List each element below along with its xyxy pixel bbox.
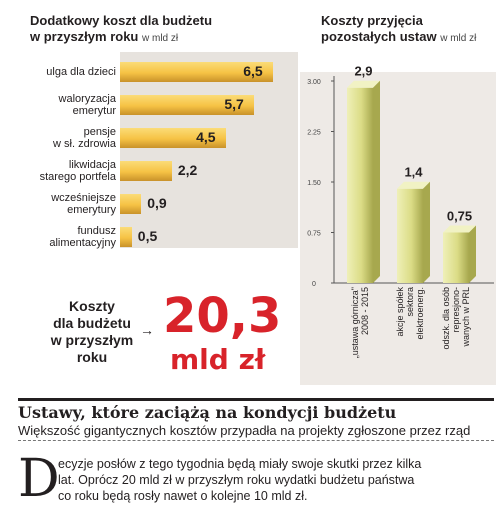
article-dropcap: D	[18, 449, 60, 509]
article-subhead: Większość gigantycznych kosztów przypadł…	[18, 423, 471, 438]
left-bar-value-label: 6,5	[243, 63, 263, 79]
total-label: Koszty dla budżetu w przyszłym roku	[42, 298, 142, 366]
right-bar	[397, 188, 423, 283]
right-category-label-line: sektora	[405, 287, 415, 317]
left-bar	[120, 62, 274, 82]
right-bar-value-label: 1,4	[404, 165, 423, 180]
left-category-label: pensje w sł. zdrowia	[6, 126, 116, 150]
right-category-label-line: 2008 - 2015	[360, 287, 370, 335]
left-bar	[120, 194, 142, 214]
article-body-line: co roku będą rosły nawet o kolejne 10 ml…	[58, 489, 308, 503]
right-category-label-line: elektroenerg.	[415, 287, 425, 340]
y-tick-label: 3.00	[307, 79, 321, 86]
right-bar-value-label: 2,9	[354, 64, 372, 79]
right-category-label-line: wanych w PRL	[461, 287, 471, 348]
left-bar-value-label: 2,2	[177, 162, 198, 178]
left-category-label-line: likwidacja	[68, 159, 116, 171]
article-body-line: ecyzje posłów z tego tygodnia będą miały…	[58, 457, 422, 471]
right-category-label-line: represjono-	[451, 287, 461, 333]
left-bar-value-label: 0,9	[147, 195, 167, 211]
left-category-label-line: fundusz	[77, 225, 116, 237]
article-headline: Ustawy, które zaciążą na kondycji budżet…	[18, 403, 397, 422]
left-bar	[120, 227, 132, 247]
right-bar	[443, 232, 469, 283]
article-body-line: lat. Oprócz 20 mld zł w przyszłym roku w…	[58, 473, 415, 487]
right-chart-title: Koszty przyjęcia pozostałych ustaw w mld…	[321, 13, 476, 47]
divider-line	[18, 398, 494, 401]
left-category-label-line: ulga dla dzieci	[46, 66, 116, 78]
left-bar-value-label: 4,5	[196, 129, 216, 145]
left-category-label: fundusz alimentacyjny	[6, 225, 116, 249]
left-category-label-line: emerytury	[67, 204, 116, 216]
left-category-label-line: starego portfela	[39, 171, 116, 183]
left-category-label-line: wcześniejsze	[51, 192, 116, 204]
right-bar-value-label: 0,75	[447, 209, 472, 224]
total-unit: mld zł	[170, 343, 266, 376]
total-label-line: roku	[76, 349, 108, 365]
right-category-label-line: „ustawa górnicza"	[350, 287, 360, 358]
right-bar-top	[347, 80, 380, 88]
total-label-line: dla budżetu	[53, 315, 131, 331]
article-body: ecyzje posłów z tego tygodnia będą miały…	[58, 456, 494, 504]
y-tick-label: 1.50	[307, 180, 321, 187]
left-bar	[120, 128, 227, 148]
left-category-label-line: pensje	[83, 126, 116, 138]
y-tick-label: 0	[312, 281, 316, 288]
y-tick-label: 0.75	[307, 231, 321, 238]
arrow-icon: →	[140, 322, 154, 338]
right-chart-unit: w mld zł	[440, 33, 477, 44]
right-chart-title-line2: pozostałych ustaw	[321, 29, 437, 44]
right-category-label: akcje spółeksektoraelektroenerg.	[395, 287, 425, 340]
total-label-line: w przyszłym	[50, 332, 134, 348]
right-category-label: „ustawa górnicza"2008 - 2015	[350, 287, 370, 358]
left-category-label: ulga dla dzieci	[6, 66, 116, 78]
left-bar-value-label: 0,5	[137, 228, 158, 244]
left-chart-unit: w mld zł	[142, 33, 179, 44]
right-category-label-line: akcje spółek	[395, 287, 405, 337]
left-chart-plot-area	[120, 52, 298, 248]
divider-dashed-line	[18, 440, 494, 441]
left-category-label: waloryzacja emerytur	[6, 93, 116, 117]
left-category-label-line: emerytur	[72, 105, 116, 117]
right-bar-side	[373, 80, 380, 283]
right-category-label: odszk. dla osóbrepresjono-wanych w PRL	[441, 287, 471, 350]
left-category-label-line: w sł. zdrowia	[53, 138, 116, 150]
right-chart: 3.00 2.25 1.50 0.75 0 2,9 „ustawa górnicza"200…	[300, 64, 496, 385]
right-bar-side	[423, 181, 430, 283]
total-value: 20,3	[163, 288, 282, 344]
left-bar-value-label: 5,7	[224, 96, 244, 112]
left-chart-title-line1: Dodatkowy koszt dla budżetu	[30, 13, 213, 28]
right-bar	[347, 87, 373, 283]
left-category-label: likwidacja starego portfela	[6, 159, 116, 183]
right-bar-top	[443, 225, 476, 233]
left-bar	[120, 161, 172, 181]
y-tick-label: 2.25	[307, 130, 321, 137]
left-bar	[120, 95, 255, 115]
right-chart-title-line1: Koszty przyjęcia	[321, 13, 423, 28]
left-category-label: wcześniejsze emerytury	[6, 192, 116, 216]
total-label-line: Koszty	[69, 298, 115, 314]
left-chart-title: Dodatkowy koszt dla budżetu w przyszłym …	[30, 13, 212, 47]
right-bar-top	[397, 181, 430, 189]
left-category-label-line: waloryzacja	[58, 93, 116, 105]
left-chart-title-line2: w przyszłym roku	[30, 29, 139, 44]
left-category-label-line: alimentacyjny	[49, 237, 116, 249]
right-category-label-line: odszk. dla osób	[441, 287, 451, 350]
right-bar-side	[469, 225, 476, 283]
